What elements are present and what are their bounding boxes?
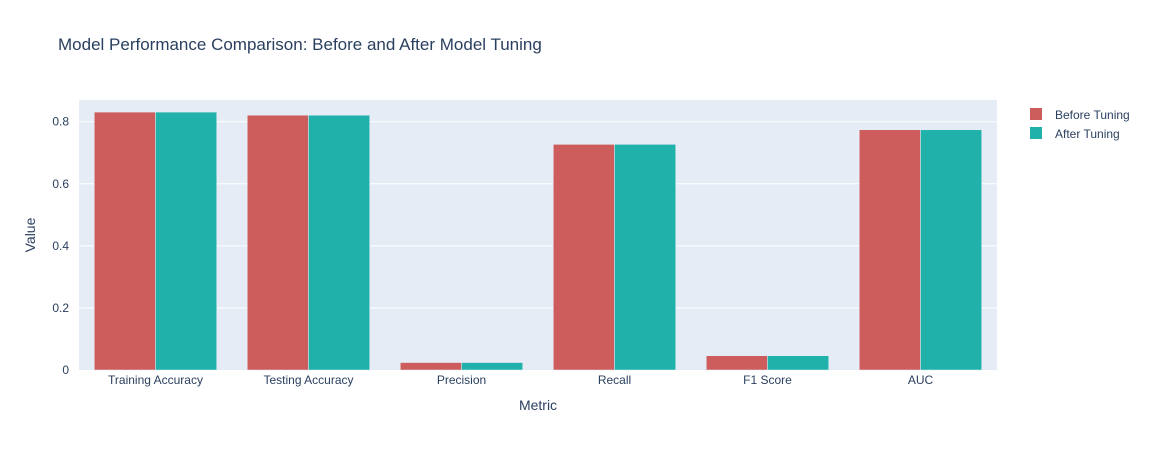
y-tick-label: 0.8 — [52, 115, 69, 129]
bar-after-tuning-testing-accuracy[interactable] — [308, 114, 370, 371]
bar-after-tuning-f1-score[interactable] — [767, 355, 829, 371]
y-axis-title: Value — [22, 217, 38, 252]
legend-label-before-tuning: Before Tuning — [1055, 108, 1130, 122]
x-tick-label: Precision — [437, 373, 486, 387]
legend-swatch-after-tuning — [1030, 127, 1042, 139]
bar-before-tuning-auc[interactable] — [859, 129, 921, 371]
bar-before-tuning-training-accuracy[interactable] — [94, 111, 156, 371]
bar-before-tuning-precision[interactable] — [400, 362, 462, 371]
legend-label-after-tuning: After Tuning — [1055, 127, 1120, 141]
bar-after-tuning-recall[interactable] — [614, 144, 676, 371]
y-tick-label: 0.2 — [52, 301, 69, 315]
bar-before-tuning-recall[interactable] — [553, 144, 615, 371]
bar-after-tuning-auc[interactable] — [920, 129, 982, 371]
bar-after-tuning-training-accuracy[interactable] — [155, 111, 217, 371]
legend[interactable]: Before Tuning After Tuning — [1030, 108, 1130, 141]
legend-item-before-tuning[interactable]: Before Tuning — [1030, 108, 1130, 122]
legend-swatch-before-tuning — [1030, 108, 1042, 120]
x-axis-title: Metric — [519, 397, 557, 413]
bar-after-tuning-precision[interactable] — [461, 362, 523, 371]
grid-lines — [79, 121, 997, 309]
x-tick-label: Testing Accuracy — [263, 373, 353, 387]
y-axis-ticks: 0 0.2 0.4 0.6 0.8 — [52, 115, 69, 377]
x-tick-label: Recall — [598, 373, 631, 387]
y-tick-label: 0.4 — [52, 239, 69, 253]
chart-title: Model Performance Comparison: Before and… — [58, 35, 542, 54]
bar-before-tuning-f1-score[interactable] — [706, 355, 768, 371]
y-tick-label: 0.6 — [52, 177, 69, 191]
bar-before-tuning-testing-accuracy[interactable] — [247, 114, 309, 371]
plot-area — [79, 100, 997, 370]
x-tick-label: Training Accuracy — [108, 373, 203, 387]
x-tick-label: F1 Score — [743, 373, 792, 387]
y-tick-label: 0 — [62, 363, 69, 377]
legend-item-after-tuning[interactable]: After Tuning — [1030, 127, 1120, 141]
bars — [94, 111, 982, 371]
x-axis-ticks: Training Accuracy Testing Accuracy Precisi… — [108, 373, 933, 387]
x-tick-label: AUC — [908, 373, 934, 387]
